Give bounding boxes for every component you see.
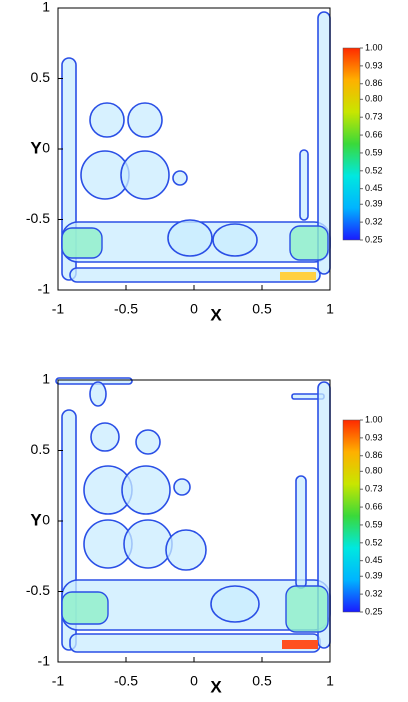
colorbar-tick-label: 0.32	[365, 216, 383, 226]
colorbar	[342, 47, 361, 241]
y-tick-label: -0.5	[26, 582, 50, 598]
y-tick-label: 1	[42, 0, 50, 15]
panel: -1 -0.5 0 0.5 1 -1 -0.5 0 0.5 1 X Y 1.00 0.93 0.86 0.80…	[26, 0, 383, 324]
x-tick-label: -1	[52, 301, 65, 317]
colorbar-tick-label: 0.39	[365, 571, 383, 581]
y-tick-label: 0	[42, 140, 50, 156]
x-tick-label: -0.5	[114, 301, 138, 317]
colorbar-tick-label: 1.00	[365, 42, 383, 52]
colorbar-tick-label: 0.73	[365, 111, 383, 121]
contour-field	[61, 11, 331, 283]
colorbar-tick-label: 0.45	[365, 183, 383, 193]
x-tick-label: 1	[326, 673, 334, 689]
x-axis-label: X	[210, 305, 222, 324]
x-tick-label: -0.5	[114, 673, 138, 689]
colorbar-tick-label: 1.00	[365, 414, 383, 424]
colorbar-tick-label: 0.59	[365, 147, 383, 157]
colorbar-tick-label: 0.25	[365, 234, 383, 244]
colorbar-tick-label: 0.39	[365, 199, 383, 209]
x-tick-label: 0	[190, 673, 198, 689]
y-tick-label: -0.5	[26, 210, 50, 226]
colorbar-tick-label: 0.86	[365, 78, 383, 88]
panel: -1 -0.5 0 0.5 1 -1 -0.5 0 0.5 1 X Y 1.00 0.93 0.86 0.80…	[26, 371, 383, 697]
y-tick-label: -1	[38, 653, 51, 669]
colorbar-tick-label: 0.66	[365, 129, 383, 139]
colorbar-tick-label: 0.93	[365, 432, 383, 442]
colorbar-tick-label: 0.66	[365, 501, 383, 511]
contour-field	[55, 377, 331, 653]
colorbar-tick-label: 0.86	[365, 450, 383, 460]
colorbar	[342, 419, 361, 613]
x-tick-label: 0.5	[252, 301, 272, 317]
y-tick-label: 0.5	[31, 69, 51, 85]
colorbar-tick-label: 0.93	[365, 60, 383, 70]
x-tick-label: 0.5	[252, 673, 272, 689]
colorbar-tick-label: 0.45	[365, 555, 383, 565]
y-axis-label: Y	[30, 510, 42, 529]
y-tick-label: 0.5	[31, 441, 51, 457]
colorbar-tick-label: 0.59	[365, 519, 383, 529]
colorbar-tick-label: 0.32	[365, 588, 383, 598]
colorbar-tick-label: 0.52	[365, 537, 383, 547]
colorbar-tick-label: 0.80	[365, 466, 383, 476]
colorbar-tick-label: 0.25	[365, 606, 383, 616]
x-axis-label: X	[210, 677, 222, 696]
x-tick-label: 1	[326, 301, 334, 317]
x-tick-label: -1	[52, 673, 65, 689]
y-tick-label: 0	[42, 512, 50, 528]
y-tick-label: 1	[42, 371, 50, 387]
x-tick-label: 0	[190, 301, 198, 317]
y-tick-label: -1	[38, 281, 51, 297]
y-axis-label: Y	[30, 138, 42, 157]
colorbar-tick-label: 0.80	[365, 94, 383, 104]
colorbar-tick-label: 0.73	[365, 483, 383, 493]
colorbar-tick-label: 0.52	[365, 165, 383, 175]
